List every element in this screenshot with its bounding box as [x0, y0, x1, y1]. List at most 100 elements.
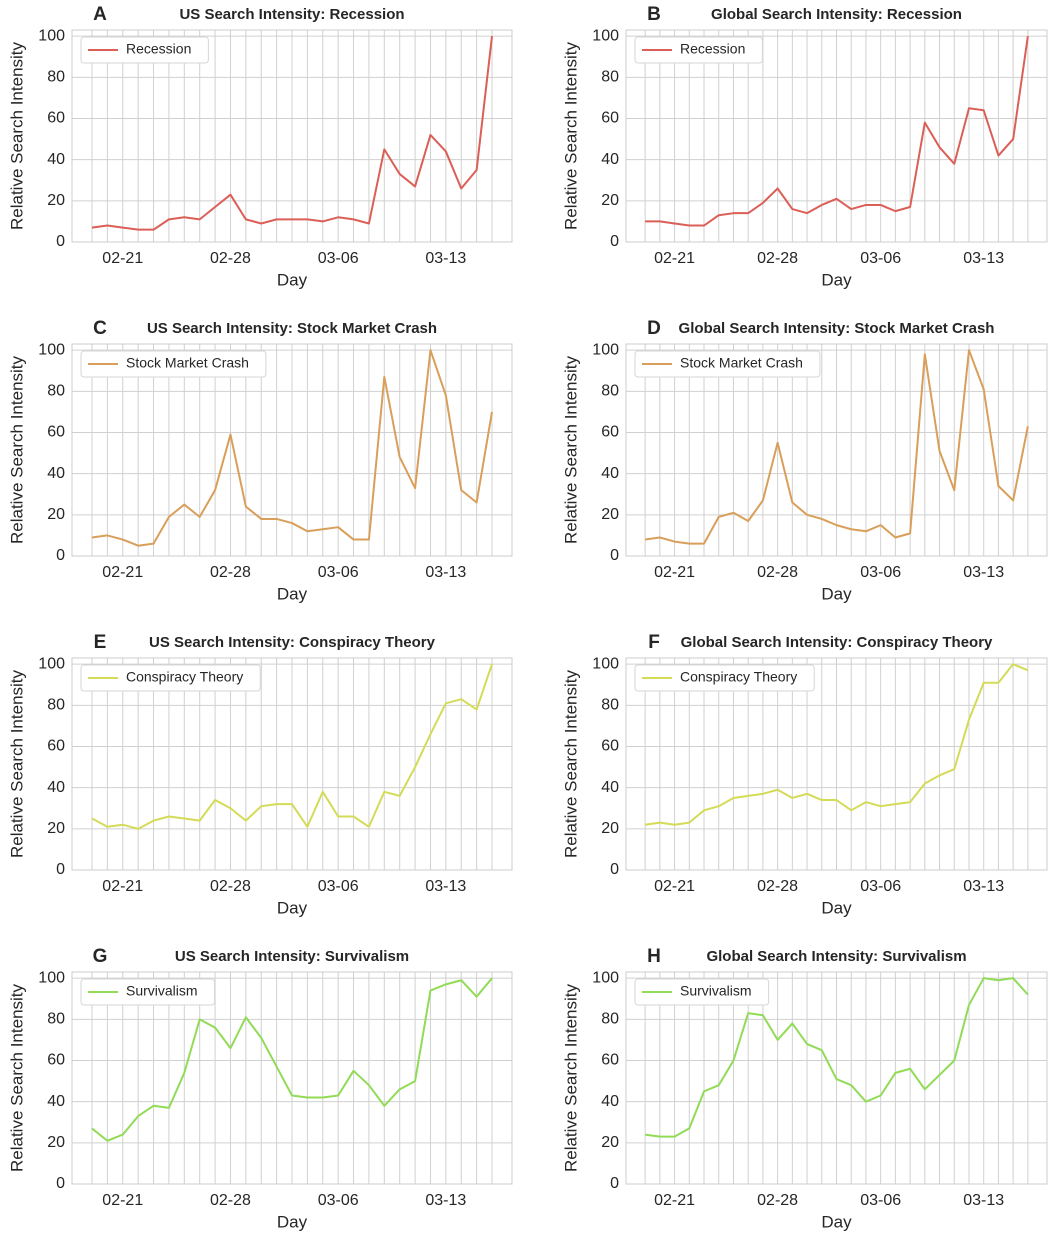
y-tick-label: 100	[38, 969, 65, 986]
x-tick-label: 03-13	[425, 250, 466, 267]
y-tick-label: 0	[610, 233, 619, 250]
y-axis-label: Relative Search Intensity	[7, 669, 26, 858]
y-tick-label: 80	[47, 383, 65, 400]
y-tick-label: 60	[601, 424, 619, 441]
x-tick-label: 03-06	[860, 878, 901, 895]
legend-label: Survivalism	[126, 983, 198, 999]
y-tick-label: 40	[47, 1093, 65, 1110]
x-tick-label: 03-13	[963, 250, 1004, 267]
x-tick-label: 03-13	[425, 564, 466, 581]
legend-box	[634, 350, 821, 378]
panel-letter: H	[647, 946, 661, 967]
plot-border	[625, 343, 1048, 557]
legend-label: Stock Market Crash	[126, 355, 249, 371]
legend: Recession	[634, 36, 763, 64]
y-axis-label: Relative Search Intensity	[561, 983, 580, 1172]
x-tick-label: 02-21	[654, 878, 695, 895]
panel: 0 20 40 60 80 100 02-21 02-28 03-06 03-13 Recessio…	[561, 4, 1048, 289]
y-tick-label: 20	[601, 820, 619, 837]
series-line	[645, 36, 1029, 227]
chart-title: Global Search Intensity: Recession	[711, 6, 962, 23]
x-tick-label: 03-06	[318, 564, 359, 581]
panel: 0 20 40 60 80 100 02-21 02-28 03-06 03-13 Conspira…	[561, 632, 1048, 917]
panel-letter: F	[648, 632, 660, 653]
plot-border	[625, 657, 1048, 871]
y-axis-label: Relative Search Intensity	[7, 41, 26, 230]
legend: Conspiracy Theory	[80, 664, 261, 692]
y-tick-label: 80	[601, 69, 619, 86]
legend-box	[80, 36, 209, 64]
legend: Stock Market Crash	[634, 350, 821, 378]
y-tick-label: 40	[47, 779, 65, 796]
y-tick-label: 80	[601, 697, 619, 714]
y-tick-label: 80	[47, 1011, 65, 1028]
legend-label: Recession	[126, 41, 191, 57]
x-tick-label: 03-13	[425, 878, 466, 895]
y-tick-label: 40	[601, 151, 619, 168]
x-tick-label: 02-21	[102, 878, 143, 895]
x-tick-label: 03-06	[860, 564, 901, 581]
legend-box	[80, 664, 261, 692]
legend-label: Conspiracy Theory	[680, 669, 797, 685]
y-axis-label: Relative Search Intensity	[561, 41, 580, 230]
y-tick-label: 20	[47, 1134, 65, 1151]
y-tick-label: 40	[601, 779, 619, 796]
y-tick-label: 100	[38, 655, 65, 672]
y-tick-label: 100	[592, 341, 619, 358]
x-axis-label: Day	[277, 584, 308, 603]
panel-letter: D	[647, 318, 661, 339]
y-tick-label: 60	[47, 110, 65, 127]
y-axis-label: Relative Search Intensity	[7, 355, 26, 544]
x-tick-label: 02-28	[757, 250, 798, 267]
series-line	[644, 349, 1029, 545]
legend-box	[634, 664, 815, 692]
y-axis-label: Relative Search Intensity	[7, 983, 26, 1172]
x-tick-label: 02-21	[654, 1192, 695, 1209]
x-tick-label: 03-06	[318, 250, 359, 267]
series-line	[91, 663, 493, 830]
y-tick-label: 0	[610, 547, 619, 564]
x-tick-label: 02-28	[210, 564, 251, 581]
series-line	[644, 663, 1029, 826]
x-tick-label: 02-21	[102, 250, 143, 267]
series-line	[91, 36, 493, 231]
panel-letter: G	[93, 946, 108, 967]
y-tick-label: 60	[601, 1052, 619, 1069]
x-tick-label: 03-06	[860, 250, 901, 267]
y-tick-label: 40	[601, 1093, 619, 1110]
chart-title: Global Search Intensity: Survivalism	[706, 948, 966, 965]
legend-box	[80, 978, 216, 1006]
y-tick-label: 0	[56, 1175, 65, 1192]
series-line	[91, 977, 493, 1142]
chart-title: US Search Intensity: Conspiracy Theory	[149, 634, 436, 651]
y-tick-label: 0	[56, 547, 65, 564]
x-axis-label: Day	[277, 1212, 308, 1231]
y-tick-label: 0	[610, 861, 619, 878]
x-tick-label: 03-13	[963, 564, 1004, 581]
y-tick-label: 0	[610, 1175, 619, 1192]
panel-letter: A	[93, 4, 107, 25]
legend-label: Stock Market Crash	[680, 355, 803, 371]
y-tick-label: 80	[47, 69, 65, 86]
x-axis-label: Day	[821, 584, 852, 603]
y-tick-label: 60	[47, 1052, 65, 1069]
x-axis-label: Day	[277, 898, 308, 917]
panel-letter: C	[93, 318, 107, 339]
x-tick-label: 02-21	[102, 564, 143, 581]
x-axis-label: Day	[821, 1212, 852, 1231]
plot-border	[71, 657, 513, 871]
y-axis-label: Relative Search Intensity	[561, 669, 580, 858]
legend: Stock Market Crash	[80, 350, 267, 378]
x-tick-label: 03-06	[318, 878, 359, 895]
y-tick-label: 40	[601, 465, 619, 482]
x-tick-label: 02-28	[210, 1192, 251, 1209]
panel: 0 20 40 60 80 100 02-21 02-28 03-06 03-13 Survival…	[561, 946, 1048, 1231]
y-tick-label: 100	[592, 655, 619, 672]
y-tick-label: 100	[38, 27, 65, 44]
y-tick-label: 100	[592, 27, 619, 44]
x-axis-label: Day	[277, 270, 308, 289]
legend: Survivalism	[80, 978, 216, 1006]
x-axis-label: Day	[821, 898, 852, 917]
y-tick-label: 20	[47, 820, 65, 837]
